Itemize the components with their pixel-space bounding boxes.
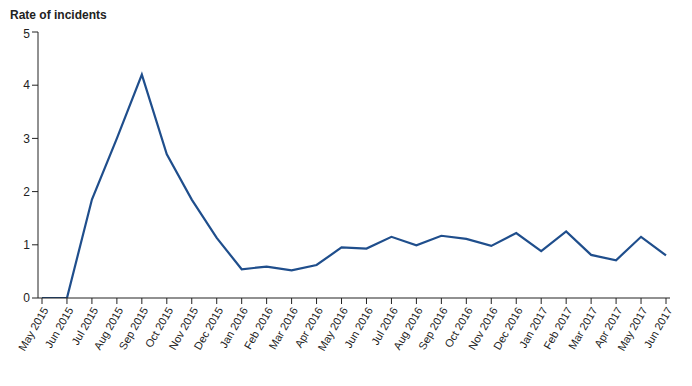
svg-text:4: 4: [23, 78, 30, 92]
svg-text:May 2017: May 2017: [615, 304, 650, 353]
svg-text:0: 0: [23, 291, 30, 305]
svg-text:Jan 2017: Jan 2017: [516, 304, 550, 351]
svg-text:Jun 2015: Jun 2015: [42, 305, 75, 350]
svg-text:Jun 2017: Jun 2017: [641, 305, 674, 350]
svg-text:Jun 2016: Jun 2016: [342, 305, 375, 350]
svg-text:Sep 2015: Sep 2015: [116, 304, 151, 352]
svg-text:Oct 2016: Oct 2016: [442, 304, 475, 350]
svg-text:Aug 2016: Aug 2016: [390, 304, 425, 352]
svg-text:May 2016: May 2016: [315, 304, 350, 353]
svg-text:3: 3: [23, 132, 30, 146]
svg-text:Apr 2016: Apr 2016: [292, 304, 326, 350]
svg-text:2: 2: [23, 185, 30, 199]
svg-text:Nov 2015: Nov 2015: [166, 304, 201, 352]
svg-text:Sep 2016: Sep 2016: [415, 304, 450, 352]
svg-text:1: 1: [23, 238, 30, 252]
svg-text:Dec 2015: Dec 2015: [191, 304, 226, 352]
svg-text:Jul 2016: Jul 2016: [368, 304, 400, 347]
svg-text:Jul 2015: Jul 2015: [69, 304, 101, 347]
svg-text:Feb 2017: Feb 2017: [541, 304, 575, 352]
svg-text:Jan 2016: Jan 2016: [217, 304, 251, 351]
svg-text:Oct 2015: Oct 2015: [142, 304, 176, 350]
svg-text:Mar 2017: Mar 2017: [566, 304, 600, 352]
svg-text:May 2015: May 2015: [15, 304, 51, 353]
svg-text:5: 5: [23, 27, 30, 41]
svg-text:Mar 2016: Mar 2016: [266, 304, 301, 352]
svg-text:Dec 2016: Dec 2016: [490, 304, 525, 352]
svg-text:Feb 2016: Feb 2016: [241, 304, 276, 352]
html-text:Rate of incidents: Rate of incidents: [10, 8, 107, 22]
svg-text:Aug 2015: Aug 2015: [91, 304, 126, 352]
svg-text:Apr 2017: Apr 2017: [591, 304, 625, 350]
svg-text:Nov 2016: Nov 2016: [465, 304, 500, 352]
